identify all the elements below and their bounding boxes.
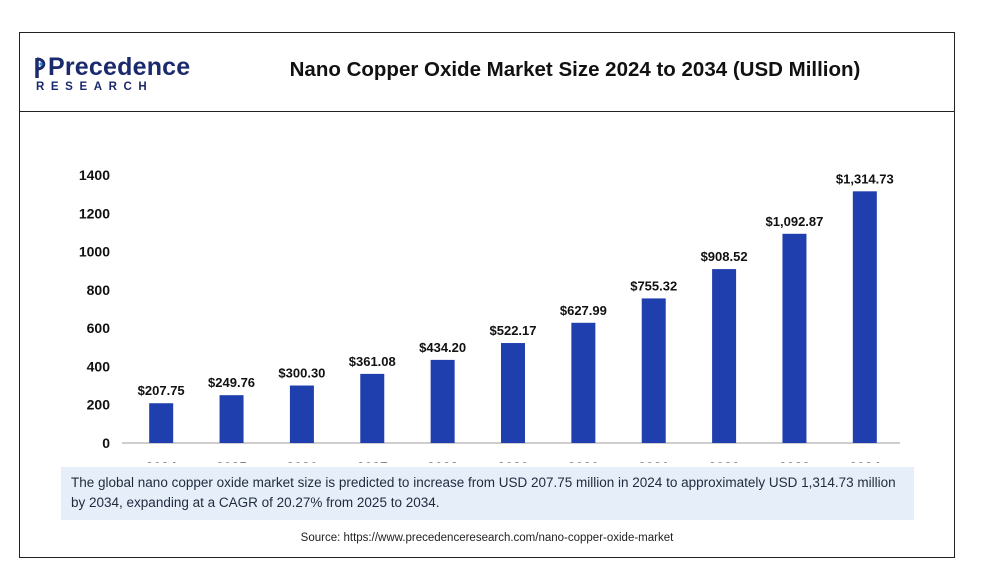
data-label-2030: $627.99	[560, 303, 607, 318]
y-tick-label: 400	[87, 358, 111, 374]
chart-title: Nano Copper Oxide Market Size 2024 to 20…	[289, 58, 861, 81]
bar-chart: 0 200 400 600 800 1000 1200 1400 $207.75 2024 $249…	[79, 167, 900, 463]
bar-2028	[430, 359, 455, 443]
source-citation: Source: https://www.precedenceresearch.c…	[300, 532, 674, 544]
bar-2030	[571, 322, 596, 443]
data-label-2024: $207.75	[138, 383, 185, 398]
data-label-2028: $434.20	[419, 340, 466, 355]
x-tick-label-2034: 2034	[849, 459, 880, 463]
bar-2029	[501, 343, 525, 443]
x-tick-label-2031: 2031	[638, 459, 669, 463]
x-tick-label-2033: 2033	[779, 459, 810, 463]
summary-note: The global nano copper oxide market size…	[61, 467, 914, 520]
y-tick-label: 1000	[79, 244, 110, 260]
data-label-2033: $1,092.87	[766, 214, 824, 229]
y-tick-label: 0	[102, 435, 110, 451]
data-label-2025: $249.76	[208, 375, 255, 390]
x-tick-label-2027: 2027	[357, 459, 388, 463]
data-label-2029: $522.17	[490, 323, 537, 338]
bar-2032	[712, 269, 737, 443]
logo-p-icon	[35, 57, 46, 78]
x-tick-label-2028: 2028	[427, 459, 458, 463]
data-label-2027: $361.08	[349, 354, 396, 369]
x-tick-label-2025: 2025	[216, 459, 247, 463]
y-tick-label: 1400	[79, 167, 110, 183]
logo-subtitle: RESEARCH	[36, 81, 154, 93]
x-tick-label-2024: 2024	[146, 459, 177, 463]
data-label-2031: $755.32	[630, 278, 677, 293]
data-label-2032: $908.52	[701, 249, 748, 264]
logo-wordmark: Precedence	[48, 53, 191, 81]
y-tick-label: 1200	[79, 205, 110, 221]
y-tick-label: 800	[87, 282, 111, 298]
bar-2027	[360, 373, 385, 443]
x-tick-label-2026: 2026	[286, 459, 317, 463]
bar-2033	[782, 233, 807, 443]
bar-2031	[641, 298, 666, 443]
y-tick-label: 200	[87, 397, 111, 413]
data-label-2034: $1,314.73	[836, 171, 894, 186]
bar-2024	[149, 403, 174, 443]
x-tick-label-2029: 2029	[497, 459, 528, 463]
bar-2034	[852, 191, 877, 443]
bar-2026	[289, 385, 314, 443]
x-tick-label-2032: 2032	[709, 459, 740, 463]
chart-header: Precedence RESEARCH Nano Copper Oxide Ma…	[20, 33, 954, 112]
data-label-2026: $300.30	[278, 366, 325, 381]
chart-frame: Precedence RESEARCH Nano Copper Oxide Ma…	[19, 32, 955, 558]
y-tick-label: 600	[87, 320, 111, 336]
precedence-research-logo: Precedence RESEARCH	[34, 53, 190, 97]
bar-2025	[219, 395, 244, 443]
x-tick-label-2030: 2030	[568, 459, 599, 463]
